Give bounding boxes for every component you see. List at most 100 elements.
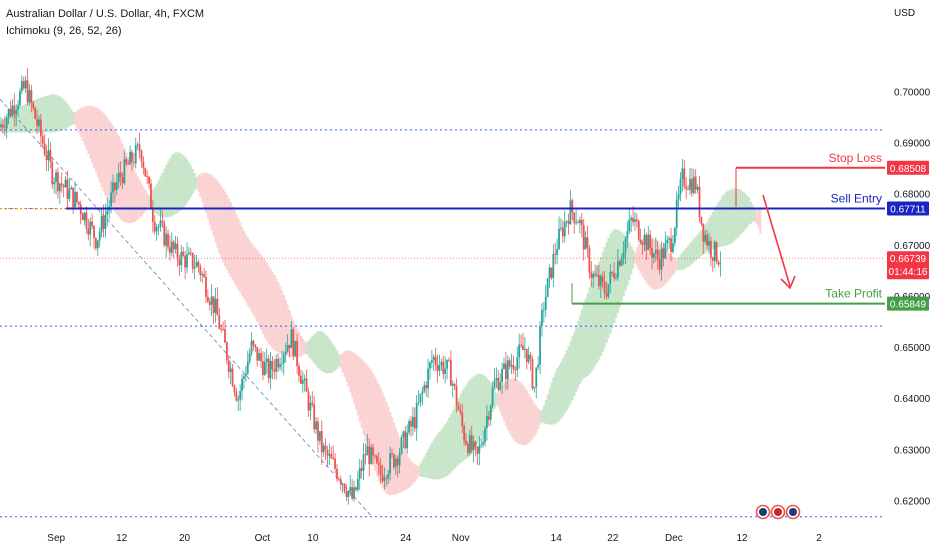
y-tick-label: 0.65000 (894, 343, 931, 354)
candle-body (487, 416, 490, 420)
candle-body (632, 218, 634, 222)
cloud-segment (520, 382, 523, 445)
candle-body (0, 124, 2, 128)
cloud-segment (504, 381, 508, 426)
candle-body (288, 344, 291, 348)
cloud-segment (596, 266, 599, 364)
cloud-segment (81, 107, 84, 141)
candle-body (417, 402, 420, 404)
candle-body (622, 252, 625, 258)
cloud-segment (248, 240, 251, 309)
cloud-segment (681, 252, 684, 270)
candle-body (301, 380, 304, 384)
cloud-segment (241, 227, 244, 297)
candle-body (153, 221, 156, 232)
cloud-segment (404, 450, 407, 491)
cloud-segment (597, 261, 601, 360)
cloud-segment (18, 106, 22, 133)
candle-body (639, 239, 642, 244)
y-tick-label: 0.69000 (894, 139, 931, 150)
cloud-segment (400, 442, 403, 493)
cloud-segment (643, 237, 646, 281)
cloud-segment (409, 460, 413, 486)
trend-line-diagonal[interactable] (0, 98, 373, 518)
candle-body (700, 216, 703, 224)
candle-body (77, 201, 80, 205)
candle-body (596, 274, 598, 276)
cloud-segment (630, 245, 633, 275)
stop-loss-price-tag (887, 160, 929, 175)
candle-body (30, 90, 33, 103)
cloud-segment (9, 113, 12, 133)
candle-body (96, 240, 99, 249)
candle-body (98, 232, 101, 241)
candle-body (260, 353, 262, 362)
candle-body (178, 259, 181, 266)
candle-body (597, 274, 600, 287)
cloud-segment (521, 384, 525, 446)
event-icons[interactable] (755, 504, 801, 520)
candle-body (692, 176, 695, 194)
cloud-segment (256, 249, 259, 323)
candle-body (677, 194, 680, 200)
take-profit-price-tag-text: 0.65849 (890, 300, 927, 311)
candlesticks (0, 68, 722, 505)
candle-body (180, 251, 183, 266)
candle-body (239, 390, 242, 400)
candle-body (106, 210, 109, 215)
y-tick-label: 0.63000 (894, 445, 931, 456)
candle-body (411, 416, 414, 427)
cloud-segment (20, 105, 24, 133)
cloud-segment (223, 191, 227, 267)
candle-body (408, 421, 410, 433)
candle-body (584, 237, 587, 250)
indicator-label[interactable]: Ichimoku (9, 26, 52, 26) (6, 25, 122, 37)
candle-body (544, 296, 547, 310)
cloud-segment (235, 214, 238, 287)
cloud-segment (421, 460, 424, 477)
candle-body (449, 360, 452, 386)
cloud-segment (436, 434, 439, 480)
candle-body (254, 344, 257, 347)
cloud-segment (286, 304, 289, 356)
candle-body (448, 359, 450, 361)
x-tick-label: Nov (452, 533, 470, 544)
candle-body (478, 445, 481, 454)
candle-body (104, 214, 107, 229)
candle-body (372, 447, 374, 456)
candle-body (347, 491, 350, 497)
candle-body (72, 187, 75, 208)
candle-body (334, 458, 336, 469)
cloud-segment (408, 457, 411, 488)
cloud-segment (134, 172, 138, 222)
cloud-segment (723, 193, 726, 247)
cloud-segment (193, 172, 196, 191)
candle-body (370, 447, 373, 465)
candle-body (224, 329, 226, 343)
x-tick-label: 20 (179, 533, 191, 544)
candle-body (345, 491, 348, 497)
cloud-segment (468, 380, 472, 456)
cloud-segment (280, 290, 284, 354)
trade-levels[interactable]: Stop Loss Sell Entry Take Profit (66, 151, 885, 305)
cloud-segment (466, 382, 470, 458)
x-tick-label: Dec (665, 533, 683, 544)
candle-body (117, 172, 120, 183)
cloud-segment (559, 362, 563, 420)
cloud-segment (324, 334, 327, 374)
candle-body (670, 238, 672, 252)
cloud-segment (275, 278, 278, 352)
cloud-segment (582, 304, 586, 379)
x-tick-label: 24 (400, 533, 412, 544)
candle-body (332, 458, 335, 460)
candle-body (542, 309, 545, 311)
cloud-segment (366, 365, 369, 449)
stop-loss-price-tag-text: 0.68508 (890, 164, 927, 175)
candle-body (364, 454, 367, 456)
candle-body (125, 159, 128, 164)
cloud-segment (692, 238, 696, 263)
cloud-segment (590, 282, 593, 372)
cloud-segment (49, 94, 52, 133)
candle-body (210, 296, 213, 305)
